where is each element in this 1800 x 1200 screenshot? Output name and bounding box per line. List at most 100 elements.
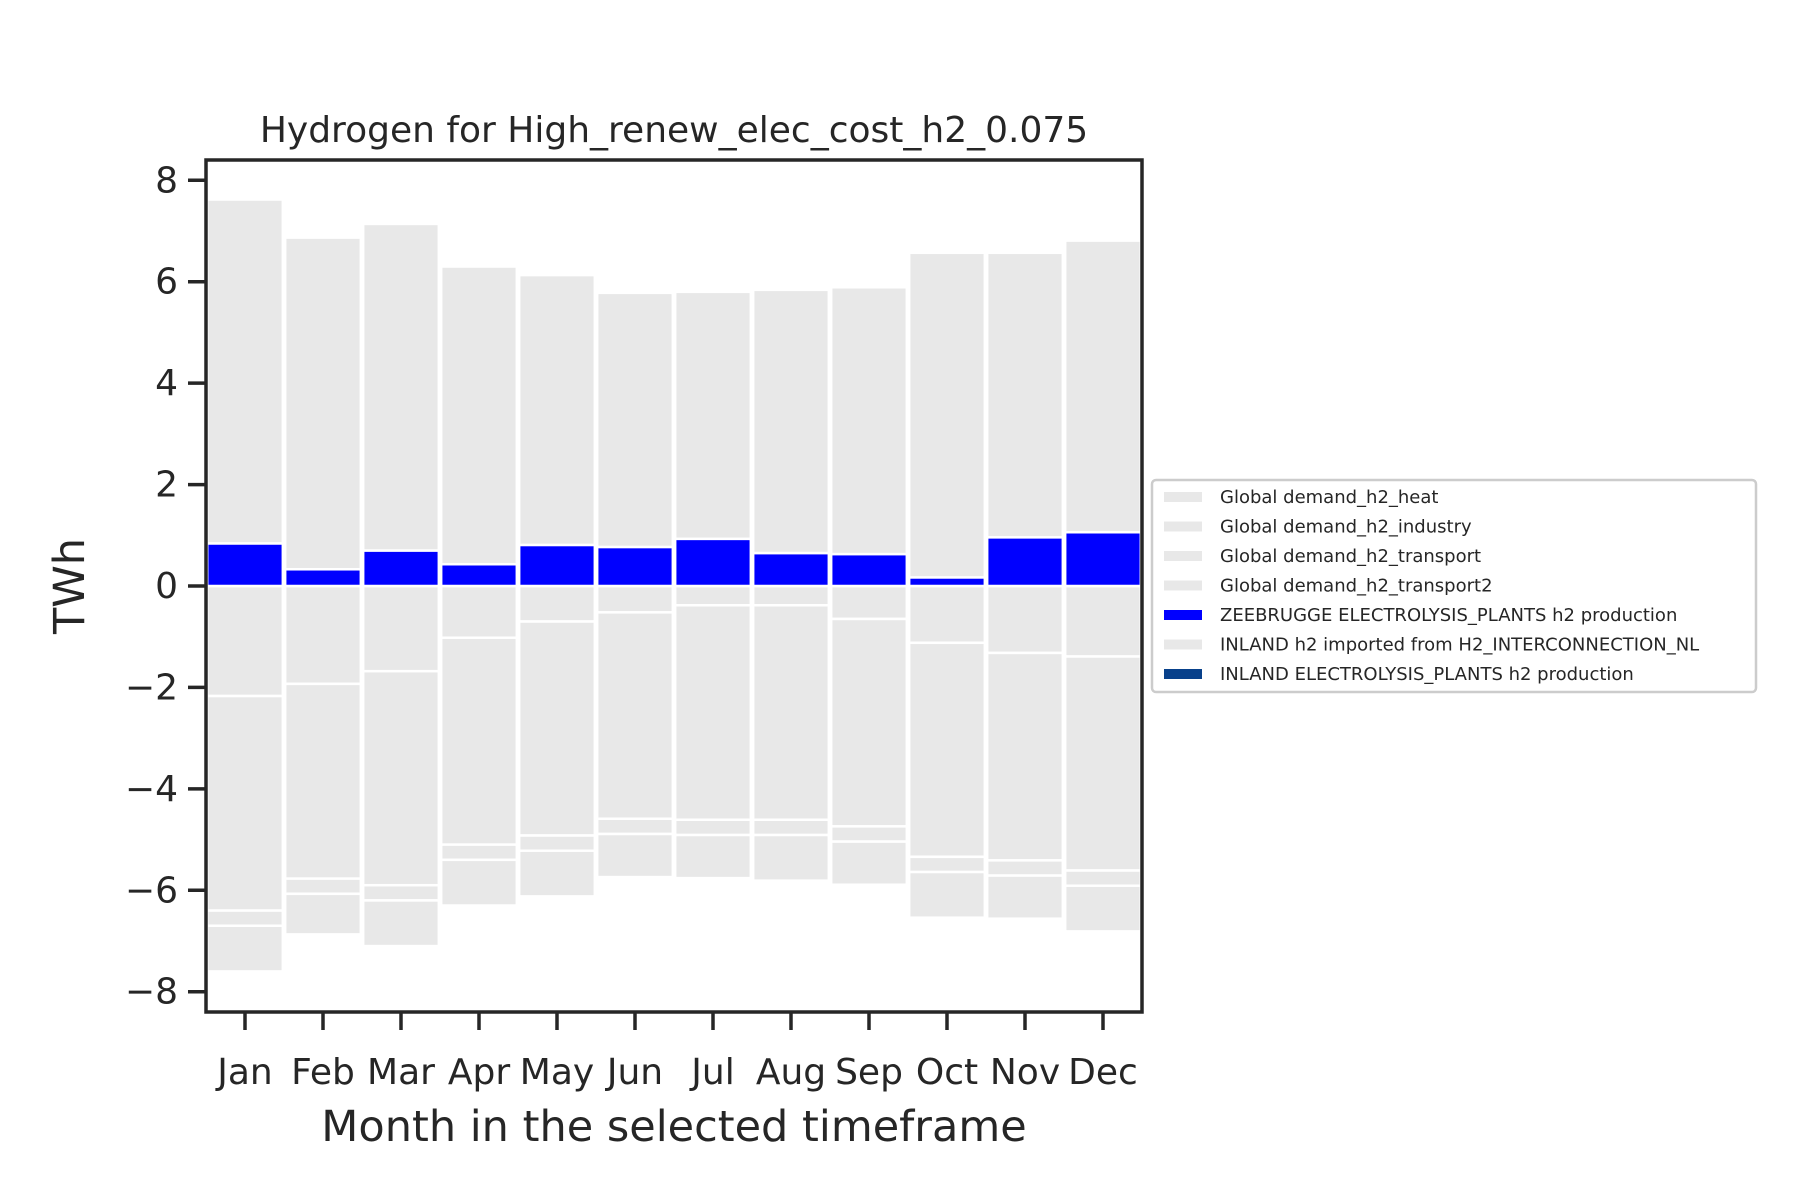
bar-feb-series-3 — [283, 892, 363, 936]
x-tick-label-nov: Nov — [990, 1052, 1060, 1093]
bar-dec-series-0 — [1063, 584, 1143, 658]
bar-jul-series-2 — [673, 818, 753, 837]
bar-jul-series-0 — [673, 584, 753, 607]
bar-feb-series-0 — [283, 584, 363, 686]
x-tick-label-aug: Aug — [756, 1052, 826, 1093]
bar-nov-series-1 — [985, 651, 1065, 862]
bar-feb-series-1 — [283, 682, 363, 880]
bar-nov-series-0 — [985, 584, 1065, 655]
bar-mar-series-4 — [361, 549, 441, 588]
x-tick-label-feb: Feb — [291, 1052, 355, 1093]
bar-jun-series-2 — [595, 817, 675, 836]
y-tick-label: 0 — [155, 566, 178, 607]
legend-swatch — [1164, 610, 1202, 620]
bar-jun-series-0 — [595, 584, 675, 614]
legend-label: ZEEBRUGGE ELECTROLYSIS_PLANTS h2 product… — [1220, 605, 1677, 626]
bar-oct-series-4 — [907, 576, 987, 588]
legend-swatch — [1164, 669, 1202, 679]
x-tick-label-jun: Jun — [605, 1052, 663, 1093]
bar-oct-series-0 — [907, 584, 987, 645]
x-tick-label-may: May — [520, 1052, 594, 1093]
bar-jan-series-3 — [205, 924, 285, 973]
y-tick-label: 6 — [155, 262, 178, 303]
bar-mar-series-3 — [361, 899, 441, 948]
bar-may-series-2 — [517, 834, 597, 852]
bar-jun-series-1 — [595, 611, 675, 821]
bar-mar-series-5 — [361, 222, 441, 552]
legend-label: INLAND h2 imported from H2_INTERCONNECTI… — [1220, 635, 1699, 656]
legend-swatch — [1164, 492, 1202, 502]
bars-group — [205, 198, 1143, 973]
bar-jul-series-1 — [673, 604, 753, 822]
bar-feb-series-2 — [283, 877, 363, 896]
x-axis-title: Month in the selected timeframe — [321, 1102, 1026, 1152]
x-tick-label-mar: Mar — [367, 1052, 435, 1093]
bar-jan-series-0 — [205, 584, 285, 698]
legend-label: Global demand_h2_industry — [1220, 517, 1472, 538]
y-tick-label: 2 — [155, 465, 178, 506]
y-axis-title: TWh — [45, 538, 95, 635]
bar-oct-series-1 — [907, 641, 987, 859]
legend: Global demand_h2_heat Global demand_h2_in… — [1150, 478, 1758, 694]
x-tick-label-jan: Jan — [215, 1052, 273, 1093]
x-tick-label-sep: Sep — [835, 1052, 903, 1093]
bar-sep-series-5 — [829, 286, 909, 556]
y-tick-label: −2 — [125, 667, 178, 708]
bar-sep-series-1 — [829, 617, 909, 828]
legend-label: INLAND ELECTROLYSIS_PLANTS h2 production — [1220, 664, 1634, 685]
x-tick-label-oct: Oct — [916, 1052, 978, 1093]
bar-nov-series-3 — [985, 874, 1065, 920]
y-tick-label: 8 — [155, 160, 178, 201]
bar-sep-series-3 — [829, 840, 909, 886]
bar-jul-series-4 — [673, 537, 753, 588]
bar-apr-series-0 — [439, 584, 519, 639]
bar-apr-series-1 — [439, 636, 519, 846]
legend-swatch — [1164, 521, 1202, 532]
bar-dec-series-1 — [1063, 655, 1143, 872]
bar-nov-series-4 — [985, 536, 1065, 588]
bar-apr-series-4 — [439, 562, 519, 588]
y-tick-label: −8 — [125, 972, 178, 1013]
y-tick-label: −6 — [125, 870, 178, 911]
legend-label: Global demand_h2_transport2 — [1220, 576, 1493, 597]
bar-jul-series-5 — [673, 290, 753, 541]
bar-jan-series-5 — [205, 198, 285, 545]
bar-sep-series-0 — [829, 584, 909, 621]
bar-mar-series-0 — [361, 584, 441, 673]
bar-dec-series-4 — [1063, 530, 1143, 588]
bar-jan-series-1 — [205, 694, 285, 912]
bar-feb-series-4 — [283, 568, 363, 588]
bar-jun-series-4 — [595, 545, 675, 588]
legend-swatch — [1164, 639, 1202, 650]
bar-may-series-3 — [517, 849, 597, 898]
bar-dec-series-2 — [1063, 869, 1143, 887]
bar-aug-series-4 — [751, 551, 831, 588]
legend-frame — [1150, 478, 1758, 694]
x-axis: Jan Feb Mar Apr May Jun Jul Aug Sep Oct Nov Dec — [215, 1012, 1138, 1093]
legend-swatch — [1164, 580, 1202, 591]
bar-may-series-4 — [517, 543, 597, 588]
bar-nov-series-5 — [985, 251, 1065, 539]
bar-may-series-5 — [517, 273, 597, 547]
bar-sep-series-4 — [829, 552, 909, 588]
bar-oct-series-5 — [907, 251, 987, 579]
y-tick-label: 4 — [155, 363, 178, 404]
x-tick-label-apr: Apr — [448, 1052, 510, 1093]
bar-aug-series-0 — [751, 584, 831, 607]
bar-jun-series-3 — [595, 832, 675, 879]
bar-aug-series-5 — [751, 288, 831, 555]
bar-jun-series-5 — [595, 291, 675, 549]
bar-may-series-1 — [517, 620, 597, 837]
chart-title: Hydrogen for High_renew_elec_cost_h2_0.0… — [260, 110, 1088, 151]
bar-dec-series-3 — [1063, 884, 1143, 933]
bar-nov-series-2 — [985, 859, 1065, 877]
plot-frame — [204, 158, 1144, 1014]
bar-jul-series-3 — [673, 833, 753, 880]
bar-aug-series-3 — [751, 833, 831, 882]
bar-mar-series-1 — [361, 669, 441, 887]
bar-apr-series-5 — [439, 265, 519, 566]
bar-apr-series-3 — [439, 858, 519, 907]
legend-swatch — [1164, 551, 1202, 561]
legend-label: Global demand_h2_heat — [1220, 487, 1438, 508]
